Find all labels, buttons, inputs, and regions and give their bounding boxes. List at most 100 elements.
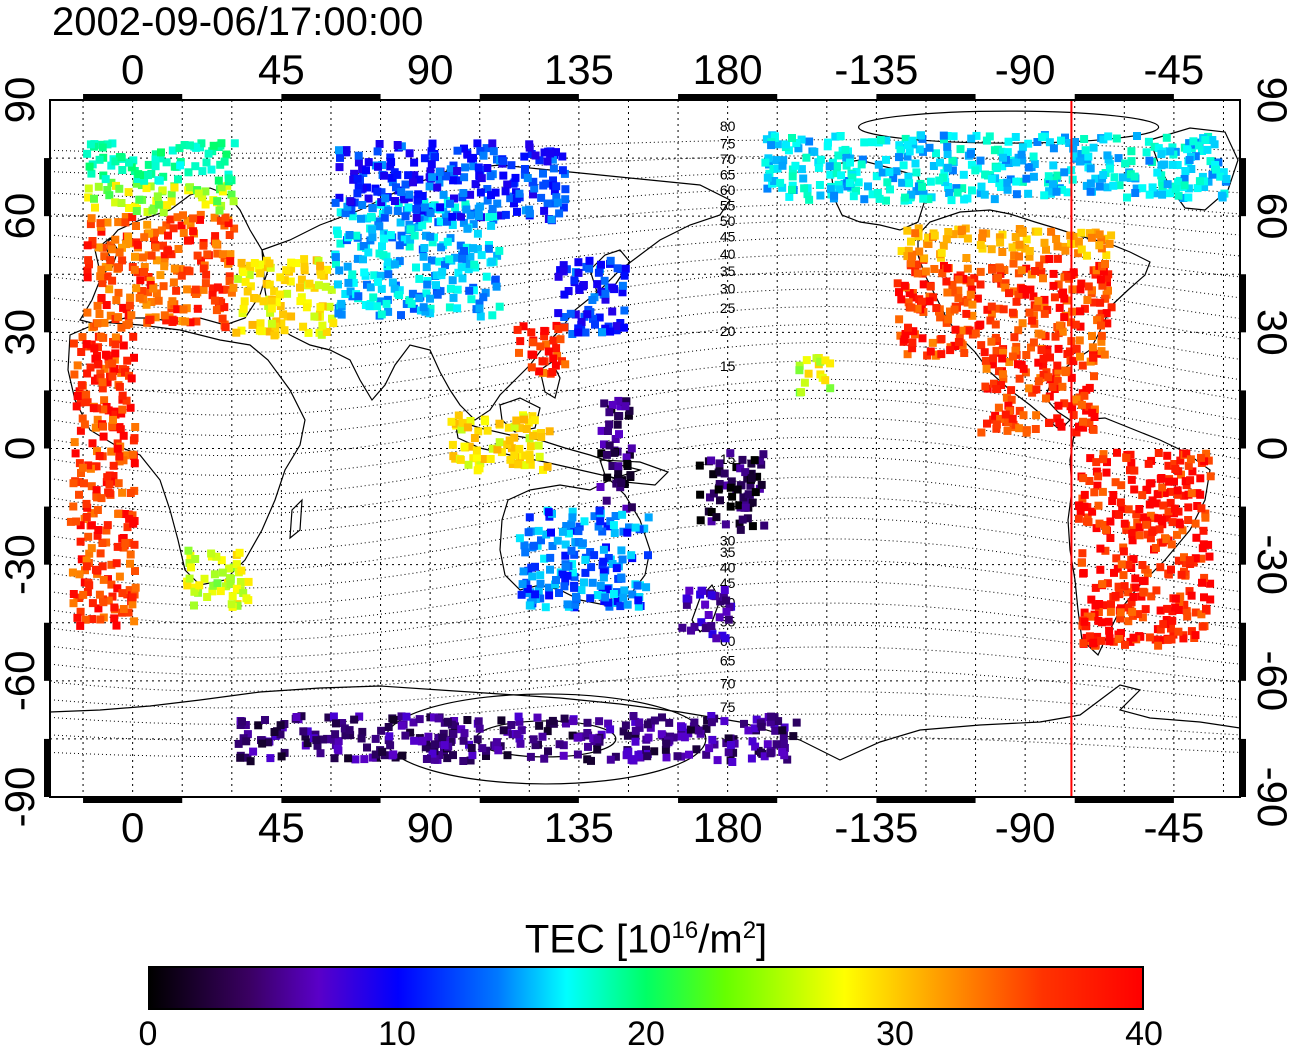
tec-cell	[427, 256, 436, 265]
tec-cell	[540, 554, 549, 563]
tec-cell	[643, 720, 652, 729]
tec-cell	[1122, 525, 1131, 534]
tec-cell	[405, 190, 414, 199]
tec-cell	[549, 176, 557, 185]
tec-cell	[1086, 454, 1095, 463]
tec-cell	[331, 253, 340, 262]
tec-cell	[509, 179, 518, 188]
tec-cell	[549, 354, 558, 363]
tec-cell	[238, 717, 246, 726]
tec-cell	[625, 523, 633, 532]
tec-cell	[845, 179, 854, 188]
tec-cell	[1119, 173, 1127, 182]
tec-cell	[84, 184, 93, 193]
tec-cell	[995, 233, 1004, 242]
tec-cell	[549, 336, 558, 345]
tec-cell	[162, 158, 171, 167]
tec-cell	[475, 299, 484, 308]
tec-cell	[118, 488, 127, 497]
tec-cell	[1058, 185, 1066, 194]
tec-cell	[216, 160, 225, 169]
tec-cell	[488, 257, 497, 266]
tec-cell	[119, 303, 128, 312]
tec-cell	[642, 745, 650, 754]
tec-cell	[1127, 475, 1136, 484]
tec-cell	[1191, 631, 1200, 640]
tec-cell	[556, 335, 565, 344]
tec-cell	[926, 347, 935, 356]
contour-label: 40	[720, 559, 736, 575]
tec-cell	[183, 285, 192, 294]
tec-cell	[772, 740, 781, 749]
colorbar-tick-label: 30	[876, 1015, 914, 1053]
lat-tick-label-left: 30	[0, 309, 43, 356]
tec-cell	[1174, 191, 1183, 200]
tec-cell	[1200, 183, 1209, 191]
tec-cell	[1185, 156, 1194, 164]
tec-cell	[88, 237, 97, 245]
tec-cell	[232, 584, 241, 593]
tec-cell	[98, 378, 107, 387]
tec-cell	[386, 741, 395, 750]
tec-cell	[111, 340, 120, 349]
tec-cell	[420, 212, 429, 221]
tec-cell	[170, 316, 178, 325]
tec-cell	[243, 287, 252, 296]
tec-cell	[1052, 187, 1061, 196]
tec-cell	[1152, 499, 1161, 508]
tec-cell	[101, 175, 110, 184]
tec-cell	[1104, 132, 1113, 141]
tec-cell	[738, 515, 747, 524]
tec-cell	[690, 718, 699, 727]
tec-cell	[482, 272, 491, 281]
tec-cell	[299, 727, 308, 736]
tec-cell	[1183, 612, 1192, 621]
tec-cell	[1163, 451, 1172, 460]
tec-cell	[554, 272, 563, 281]
tec-cell	[621, 721, 630, 730]
tec-cell	[168, 146, 177, 155]
tec-cell	[449, 452, 458, 461]
tec-cell	[529, 541, 538, 550]
tec-cell	[560, 290, 569, 299]
tec-cell	[938, 269, 947, 278]
tec-cell	[103, 378, 112, 387]
tec-cell	[875, 194, 884, 203]
tec-cell	[886, 185, 894, 194]
tec-cell	[85, 549, 94, 558]
tec-cell	[1014, 360, 1022, 369]
tec-cell	[334, 280, 342, 289]
tec-cell	[903, 252, 912, 261]
tec-cell	[925, 297, 934, 306]
tec-cell	[199, 285, 208, 294]
tec-cell	[816, 191, 825, 200]
tec-cell	[223, 285, 232, 294]
tec-cell	[1002, 393, 1011, 402]
tec-cell	[378, 242, 386, 251]
tec-cell	[1077, 150, 1086, 158]
tec-cell	[191, 162, 200, 171]
tec-cell	[608, 560, 617, 568]
tec-cell	[439, 190, 448, 199]
tec-cell	[907, 190, 916, 199]
tec-cell	[106, 311, 115, 320]
tec-cell	[612, 322, 621, 331]
tec-cell	[475, 464, 484, 473]
tec-cell	[1163, 180, 1172, 189]
tec-cell	[1093, 316, 1102, 325]
tec-cell	[696, 516, 705, 525]
tec-cell	[413, 195, 422, 204]
tec-cell	[220, 157, 229, 166]
tec-cell	[360, 755, 369, 764]
tec-cell	[1024, 189, 1033, 198]
tec-cell	[833, 162, 842, 171]
tec-cell	[606, 256, 615, 265]
tec-cell	[133, 240, 142, 249]
tec-cell	[559, 261, 568, 270]
tec-cell	[1086, 187, 1095, 196]
tec-cell	[489, 147, 498, 156]
tec-cell	[963, 234, 972, 243]
tec-cell	[633, 581, 642, 590]
tec-cell	[998, 370, 1007, 379]
tec-cell	[102, 301, 111, 309]
